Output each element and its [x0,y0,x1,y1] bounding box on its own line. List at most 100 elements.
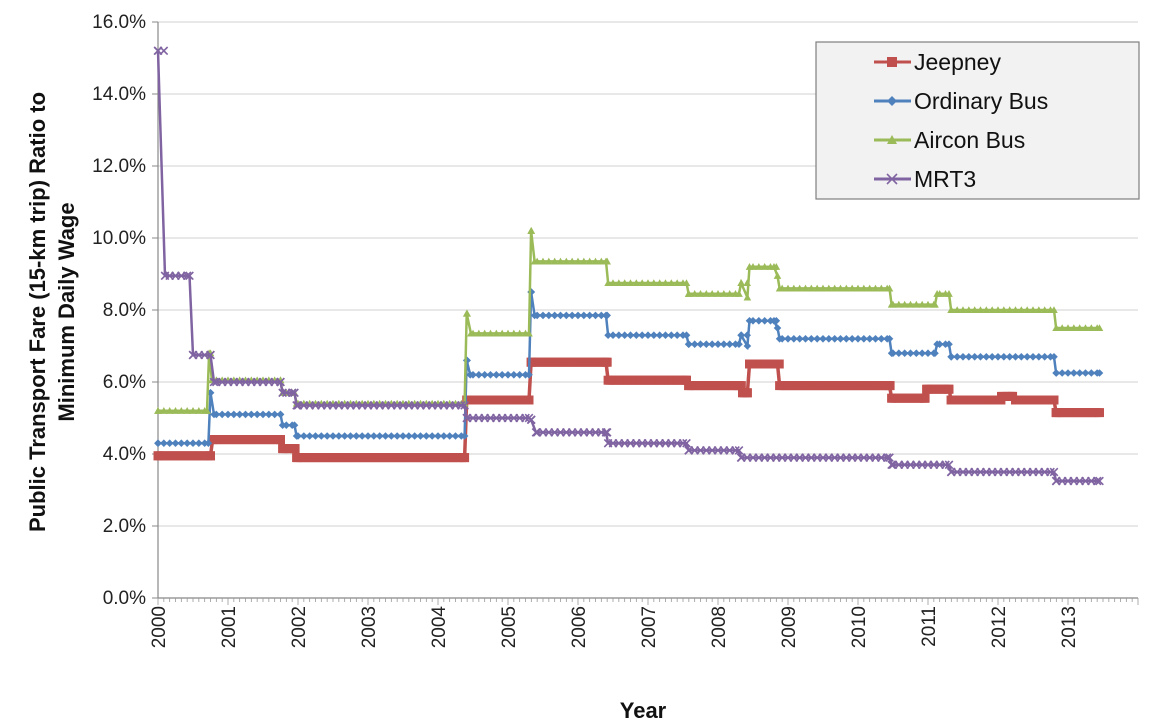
data-point [906,349,915,357]
data-point [770,317,778,325]
data-point [976,306,985,314]
data-point [682,331,691,339]
data-point [784,335,792,343]
data-point [994,306,1002,314]
data-point [475,371,483,379]
data-point [1051,476,1061,486]
data-point [684,290,693,297]
x-tick-label: 2012 [989,606,1010,648]
data-point [154,407,162,414]
data-point [352,432,361,440]
data-point [1081,369,1090,377]
data-point [946,395,956,405]
data-point [602,257,610,265]
data-point [498,329,506,337]
data-point [1052,324,1060,332]
data-point [626,279,635,287]
data-point [944,384,954,394]
data-point [480,329,489,337]
data-point [620,331,629,339]
data-point [204,439,213,447]
data-point [825,284,833,292]
data-point [1049,395,1059,405]
data-point [947,306,955,314]
data-point [311,432,320,440]
series-line [156,50,1100,483]
data-point [988,353,996,361]
data-point [970,306,979,314]
x-tick-label: 2013 [1059,606,1080,648]
data-point [795,284,804,292]
data-point [682,279,691,287]
data-point [1035,306,1043,314]
data-point [819,284,827,292]
data-point [153,46,163,56]
data-point [177,407,186,414]
data-point [486,371,495,379]
data-point [931,300,939,308]
data-point [644,331,652,339]
data-point [521,413,530,423]
x-tick-label: 2000 [149,606,170,648]
data-point [585,257,594,265]
data-point [745,263,754,270]
data-point [492,329,501,337]
data-point [714,290,722,297]
data-point [615,331,623,339]
data-point [900,349,909,357]
data-point [871,335,880,343]
data-point [153,451,163,461]
data-point [504,329,512,337]
data-point [795,335,804,343]
data-point [526,415,536,425]
series-mrt3 [153,46,1104,486]
data-point [209,377,219,387]
data-point [854,335,862,343]
data-point [259,410,267,419]
data-point [807,335,816,343]
data-point [912,300,921,308]
data-point [735,340,743,348]
data-point [1005,306,1014,314]
data-point [287,388,297,398]
data-point [994,353,1002,361]
data-point [848,335,856,343]
data-point [475,329,483,337]
y-tick-label: 0.0% [103,588,146,609]
data-point [773,324,782,332]
data-point [690,340,699,348]
data-point [738,388,747,398]
data-point [1081,324,1090,332]
data-point [1000,353,1008,361]
data-point [775,284,784,292]
data-point [609,279,617,287]
data-point [988,306,996,314]
data-point [655,331,664,339]
y-tick-label: 14.0% [92,84,146,105]
data-point [790,335,798,343]
axes [152,21,1139,605]
data-point [912,349,921,357]
data-point [292,401,301,410]
data-point [650,331,658,339]
data-point [734,446,744,455]
data-point [451,432,460,440]
data-point [1052,369,1060,377]
data-point [165,439,174,447]
data-point [1017,353,1026,361]
data-point [456,401,466,410]
data-point [755,317,763,325]
data-point [224,410,232,419]
data-point [944,460,954,470]
data-point [970,353,979,361]
data-point [416,432,425,440]
data-point [1070,324,1078,332]
data-point [1023,306,1031,314]
data-point [1049,467,1059,477]
data-point [467,329,475,337]
data-point [292,432,301,440]
data-point [965,306,973,314]
data-point [1005,353,1014,361]
data-point [924,300,932,308]
data-point [525,329,533,337]
